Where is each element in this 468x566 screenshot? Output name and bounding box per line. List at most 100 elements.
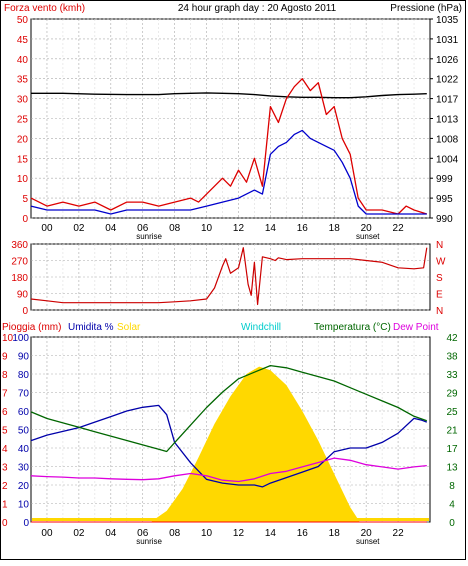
wind-y-tick-label: 30: [17, 95, 29, 106]
compass-tick-label: W: [436, 257, 446, 268]
solar-area: [150, 366, 360, 522]
pressure-y-tick-label: 999: [436, 174, 453, 185]
wind-y-tick-label: 10: [17, 174, 29, 185]
humidity-y-tick-label: 50: [18, 426, 30, 437]
direction-plot-border: [30, 243, 431, 311]
pressure-y-tick-label: 990: [436, 214, 453, 225]
pressure-series: [31, 92, 427, 99]
rain-y-tick-label: 9: [2, 352, 8, 363]
temperature-y-tick-label: 29: [446, 389, 458, 400]
wind-y-tick-label: 20: [17, 134, 29, 145]
direction-y-tick-label: 0: [22, 306, 28, 317]
wind-pressure-plot: 0510152025303540455099099599910041008101…: [17, 15, 459, 241]
climate-x-tick-label: 06: [137, 528, 149, 539]
wind-x-tick-label: 12: [233, 223, 245, 234]
wind-sunrise-label: sunrise: [136, 232, 162, 241]
compass-tick-label: S: [436, 273, 443, 284]
rain-y-tick-label: 10: [2, 333, 14, 344]
pressure-y-tick-label: 1026: [436, 55, 459, 66]
climate-x-tick-label: 08: [169, 528, 181, 539]
wind-x-tick-label: 08: [169, 223, 181, 234]
temperature-series: [30, 364, 428, 453]
wind-y-tick-label: 35: [17, 75, 29, 86]
humidity-y-tick-label: 70: [18, 389, 30, 400]
dew_point-series: [30, 457, 427, 483]
wind-x-tick-label: 18: [329, 223, 341, 234]
temperature-y-tick-label: 42: [446, 333, 458, 344]
wind-x-tick-label: 20: [361, 223, 373, 234]
rain-baseline: [32, 518, 429, 521]
humidity-y-tick-label: 0: [23, 518, 29, 529]
rain-axis-title: Pioggia (mm): [2, 322, 61, 333]
climate-x-tick-label: 12: [233, 528, 245, 539]
wind-x-tick-label: 22: [393, 223, 405, 234]
temperature-y-tick-label: 8: [449, 481, 455, 492]
pressure-y-tick-label: 1013: [436, 115, 459, 126]
humidity-y-tick-label: 30: [18, 463, 30, 474]
climate-x-tick-label: 04: [105, 528, 117, 539]
wind-x-tick-label: 06: [137, 223, 149, 234]
wind-plot-border: [30, 18, 431, 219]
dew-point-legend: Dew Point: [393, 322, 439, 333]
wind-y-tick-label: 50: [17, 15, 29, 26]
pressure-y-tick-label: 1004: [436, 154, 459, 165]
climate-x-tick-label: 10: [201, 528, 213, 539]
rain-y-tick-label: 1: [2, 500, 8, 511]
temperature-axis-title: Temperatura (°C): [314, 322, 391, 333]
rain-y-tick-label: 6: [2, 407, 8, 418]
wind-y-tick-label: 25: [17, 115, 29, 126]
wind-axis-title: Forza vento (kmh): [4, 3, 85, 14]
temperature-y-tick-label: 4: [449, 500, 455, 511]
pressure-y-tick-label: 1035: [436, 15, 459, 26]
rain-y-tick-label: 2: [2, 481, 8, 492]
humidity-axis-title: Umidita %: [68, 322, 114, 333]
temperature-y-tick-label: 33: [446, 370, 458, 381]
wind-y-tick-label: 5: [22, 194, 28, 205]
compass-tick-label: E: [436, 290, 443, 301]
temperature-y-tick-label: 38: [446, 352, 458, 363]
temperature-y-tick-label: 13: [446, 463, 458, 474]
temperature-y-tick-label: 21: [446, 426, 458, 437]
temp-humidity-plot: 0010120230340450560670780890910010048131…: [2, 333, 458, 546]
wind-x-tick-label: 00: [41, 223, 53, 234]
compass-tick-label: N: [436, 306, 443, 317]
wind-x-tick-label: 02: [73, 223, 85, 234]
humidity-y-tick-label: 80: [18, 370, 30, 381]
humidity-y-tick-label: 10: [18, 500, 30, 511]
climate-sunset-label: sunset: [356, 537, 380, 546]
direction-y-tick-label: 270: [11, 257, 28, 268]
temperature-y-tick-label: 25: [446, 407, 458, 418]
rain-y-tick-label: 3: [2, 463, 8, 474]
humidity-y-tick-label: 100: [12, 333, 29, 344]
rain-y-tick-label: 8: [2, 370, 8, 381]
climate-x-tick-label: 02: [73, 528, 85, 539]
humidity-y-tick-label: 90: [18, 352, 30, 363]
pressure-y-tick-label: 995: [436, 194, 453, 205]
rain-y-tick-label: 7: [2, 389, 8, 400]
wind-x-tick-label: 14: [265, 223, 277, 234]
climate-x-tick-label: 22: [393, 528, 405, 539]
pressure-y-tick-label: 1022: [436, 75, 459, 86]
wind-x-tick-label: 10: [201, 223, 213, 234]
pressure-y-tick-label: 1017: [436, 95, 459, 106]
chart-date-title: 24 hour graph day : 20 Agosto 2011: [178, 3, 337, 14]
windchill-legend: Windchill: [241, 322, 281, 333]
solar-legend: Solar: [117, 322, 141, 333]
climate-x-tick-label: 14: [265, 528, 277, 539]
direction-y-tick-label: 180: [11, 273, 28, 284]
wind-y-tick-label: 15: [17, 154, 29, 165]
climate-x-tick-label: 20: [361, 528, 373, 539]
humidity-y-tick-label: 60: [18, 407, 30, 418]
rain-y-tick-label: 5: [2, 426, 8, 437]
humidity-y-tick-label: 20: [18, 481, 30, 492]
wind-y-tick-label: 40: [17, 55, 29, 66]
rain-y-tick-label: 4: [2, 444, 8, 455]
temperature-y-tick-label: 0: [449, 518, 455, 529]
direction-y-tick-label: 90: [17, 290, 29, 301]
temperature-y-tick-label: 17: [446, 444, 458, 455]
compass-tick-label: N: [436, 240, 443, 251]
pressure-y-tick-label: 1031: [436, 35, 459, 46]
wind_speed-series: [30, 78, 427, 215]
